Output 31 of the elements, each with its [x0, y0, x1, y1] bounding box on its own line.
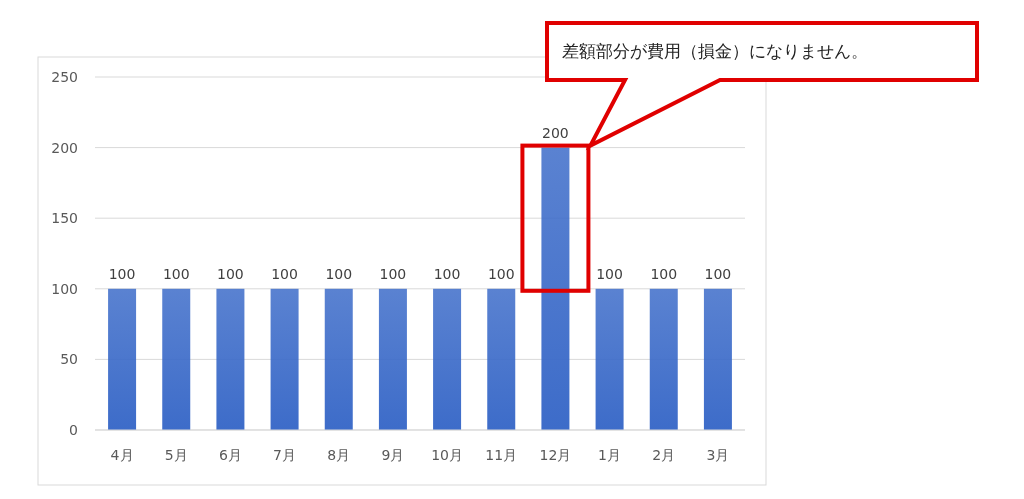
- y-tick-label: 150: [51, 210, 78, 227]
- x-tick-label: 9月: [381, 447, 405, 463]
- x-tick-label: 8月: [327, 447, 351, 463]
- x-tick-label: 2月: [652, 447, 676, 463]
- data-label: 100: [650, 265, 678, 282]
- x-tick-label: 4月: [110, 447, 134, 463]
- y-tick-label: 200: [51, 139, 78, 156]
- data-label: 100: [325, 265, 353, 282]
- y-tick-label: 100: [51, 280, 78, 297]
- data-label: 100: [433, 265, 461, 282]
- x-tick-label: 12月: [539, 447, 572, 463]
- text: 差額部分が費用（損金）になりません。: [562, 41, 868, 61]
- data-label: 200: [542, 124, 569, 141]
- data-label: 100: [379, 265, 407, 282]
- x-tick-label: 11月: [485, 447, 518, 463]
- data-label: 100: [162, 265, 190, 282]
- data-label: 100: [704, 265, 732, 282]
- data-label: 100: [596, 265, 623, 282]
- y-tick-label: 0: [69, 422, 78, 438]
- x-tick-label: 6月: [218, 447, 242, 463]
- x-tick-label: 5月: [164, 447, 188, 463]
- y-tick-label: 250: [51, 69, 78, 85]
- x-tick-label: 7月: [273, 447, 297, 463]
- data-label: 100: [108, 265, 136, 282]
- x-tick-label: 3月: [706, 447, 730, 463]
- data-label: 100: [217, 265, 244, 282]
- data-label: 100: [487, 265, 515, 282]
- y-tick-label: 50: [60, 351, 78, 368]
- x-tick-label: 10月: [431, 447, 463, 463]
- x-tick-label: 1月: [598, 447, 622, 463]
- data-label: 100: [271, 265, 298, 282]
